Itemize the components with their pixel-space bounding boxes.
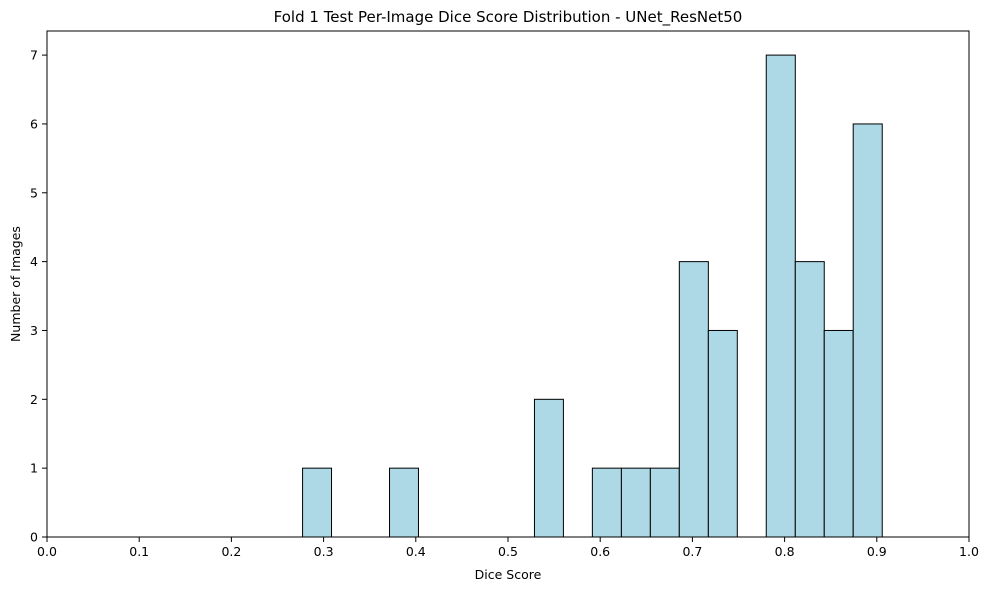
y-tick-label-2: 2 [30, 392, 38, 407]
y-axis-ticks: 0 1 2 3 4 5 6 7 [30, 48, 47, 545]
x-axis-ticks: 0.0 0.1 0.2 0.3 0.4 0.5 0.6 0.7 0.8 0.9 1.0 [37, 537, 979, 559]
histogram-bar-13 [678, 261, 709, 538]
histogram-bar-10 [591, 467, 622, 538]
y-tick-label-5: 5 [30, 185, 38, 200]
histogram-bar-19 [852, 123, 883, 538]
chart-title: Fold 1 Test Per-Image Dice Score Distrib… [274, 8, 743, 27]
x-tick-label-5: 0.5 [498, 544, 518, 559]
histogram-bar-14 [707, 329, 738, 538]
x-tick-label-8: 0.8 [775, 544, 795, 559]
y-tick-label-3: 3 [30, 323, 38, 338]
x-tick-label-3: 0.3 [314, 544, 334, 559]
y-tick-label-1: 1 [30, 461, 38, 476]
histogram-bar-16 [765, 54, 796, 538]
x-tick-label-2: 0.2 [221, 544, 241, 559]
y-tick-label-0: 0 [30, 530, 38, 545]
y-tick-label-6: 6 [30, 116, 38, 131]
histogram-bar-12 [649, 467, 680, 538]
x-tick-label-7: 0.7 [682, 544, 702, 559]
histogram-bar-11 [620, 467, 651, 538]
x-tick-label-10: 1.0 [959, 544, 979, 559]
x-tick-label-6: 0.6 [590, 544, 610, 559]
x-tick-label-4: 0.4 [406, 544, 426, 559]
x-tick-label-1: 0.1 [129, 544, 149, 559]
histogram-bar-3 [389, 467, 419, 538]
x-tick-label-9: 0.9 [867, 544, 887, 559]
histogram-bar-17 [794, 261, 825, 538]
histogram-bar-8 [533, 398, 564, 538]
x-axis-label: Dice Score [475, 567, 542, 582]
histogram-bar-18 [823, 329, 854, 538]
y-axis-label: Number of Images [8, 226, 23, 342]
x-tick-label-0: 0.0 [37, 544, 57, 559]
bars-layer [302, 54, 883, 538]
y-tick-label-7: 7 [30, 48, 38, 63]
y-tick-label-4: 4 [30, 254, 38, 269]
histogram-bar-0 [302, 467, 333, 538]
